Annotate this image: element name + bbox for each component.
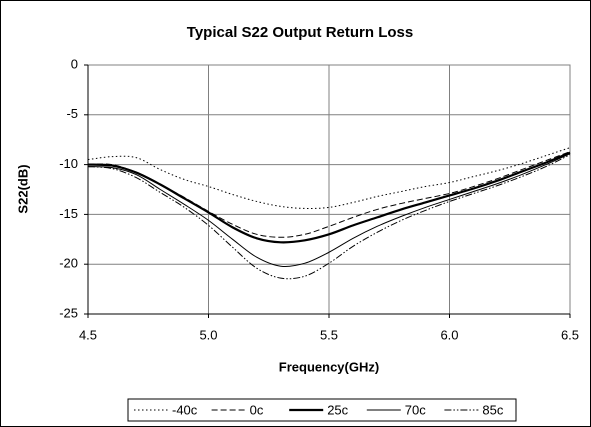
y-tick-label: -25 <box>59 305 78 320</box>
legend-label: 25c <box>327 402 348 417</box>
legend-label: 85c <box>482 402 503 417</box>
y-tick-label: -10 <box>59 156 78 171</box>
legend-label: -40c <box>172 402 198 417</box>
y-tick-label: 0 <box>71 56 78 71</box>
y-tick-label: -20 <box>59 256 78 271</box>
y-tick-label: -5 <box>66 106 78 121</box>
series-line <box>87 154 571 280</box>
x-tick-label: 6.5 <box>561 327 579 342</box>
legend-label: 0c <box>250 402 264 417</box>
chart-title: Typical S22 Output Return Loss <box>187 24 413 41</box>
series-line <box>87 151 571 244</box>
y-tick-label: -15 <box>59 206 78 221</box>
x-tick-label: 4.5 <box>79 327 97 342</box>
x-axis-label: Frequency(GHz) <box>279 359 379 374</box>
y-axis-label: S22(dB) <box>15 164 30 213</box>
x-tick-label: 5.0 <box>199 327 217 342</box>
legend-label: 70c <box>405 402 426 417</box>
x-tick-label: 6.0 <box>440 327 458 342</box>
x-tick-label: 5.5 <box>320 327 338 342</box>
series-line <box>87 153 571 267</box>
